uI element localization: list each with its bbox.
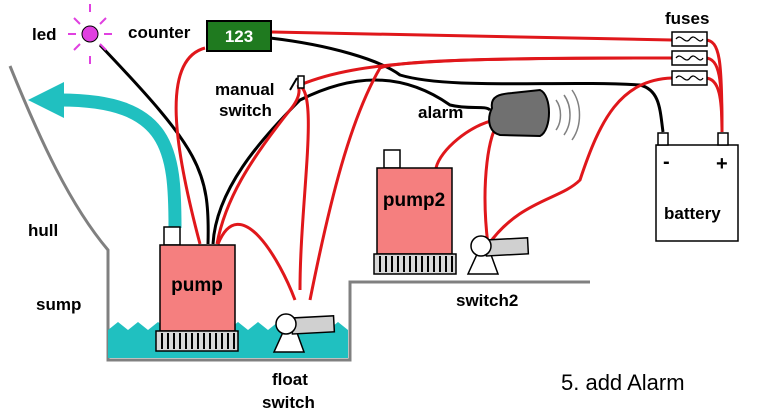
discharge-hose <box>28 82 182 229</box>
alarm-horn-icon <box>488 88 581 141</box>
sump-label: sump <box>36 295 81 314</box>
counter-label: counter <box>128 23 191 42</box>
pump-label: pump <box>171 275 223 296</box>
black-wires <box>98 36 665 245</box>
manual-switch-label: switch <box>219 101 272 120</box>
battery-plus-label: + <box>716 153 728 175</box>
step-caption: 5. add Alarm <box>561 370 685 395</box>
float-label: float <box>272 370 308 389</box>
switch2-label: switch2 <box>456 291 518 310</box>
fuses-label: fuses <box>665 9 709 28</box>
alarm-label: alarm <box>418 103 463 122</box>
pump: pump <box>155 226 239 352</box>
manual-label: manual <box>215 80 275 99</box>
switch2-icon <box>466 235 530 275</box>
fuse-icon <box>671 70 708 86</box>
battery: - + battery <box>655 132 739 242</box>
battery-label: battery <box>664 204 721 223</box>
manual-switch-icon <box>289 75 305 91</box>
hull-outline <box>8 65 590 362</box>
fuse-icon <box>671 31 708 47</box>
counter-value: 123 <box>225 27 253 46</box>
counter-display: 123 <box>206 20 272 52</box>
float-switch-label: switch <box>262 393 315 412</box>
led-label: led <box>32 25 57 44</box>
fuse-icon <box>671 50 708 66</box>
led-indicator <box>68 4 112 64</box>
float-switch-icon <box>272 313 336 353</box>
pump2-label: pump2 <box>383 190 445 211</box>
battery-minus-label: - <box>663 151 670 173</box>
hull-label: hull <box>28 221 58 240</box>
fuse-block <box>671 31 708 86</box>
pump2: pump2 <box>373 149 457 275</box>
